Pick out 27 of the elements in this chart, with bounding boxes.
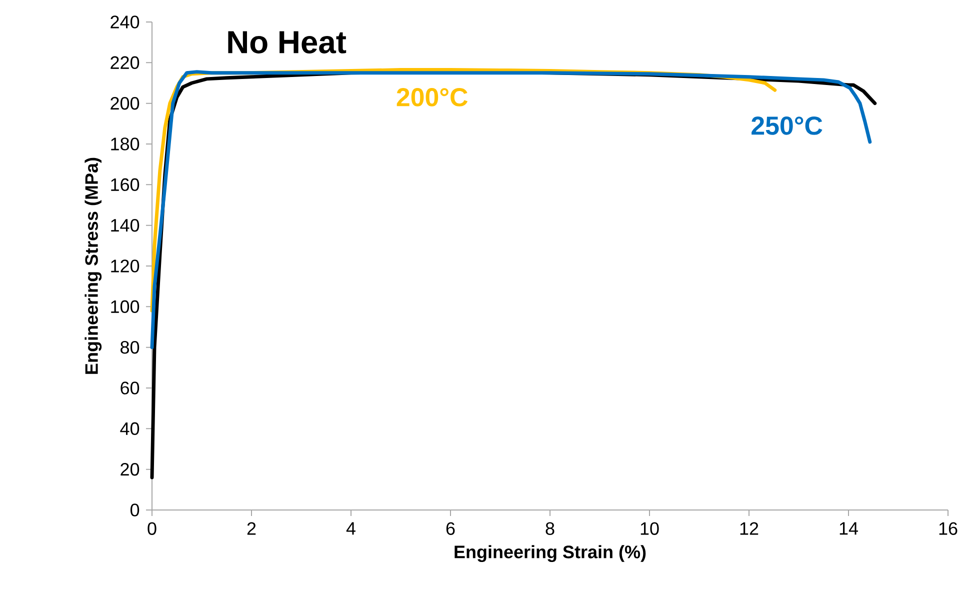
x-tick-label: 16: [939, 522, 958, 535]
x-tick-label: 10: [640, 522, 659, 535]
y-tick-label: 120: [111, 260, 140, 272]
x-tick-label: 14: [840, 522, 858, 535]
y-tick-label: 80: [120, 340, 140, 354]
x-tick-label: 0: [148, 522, 156, 535]
y-tick-label: 0: [130, 504, 140, 516]
x-axis-title: Engineering Strain (%): [454, 545, 646, 562]
x-tick-label: 2: [247, 522, 256, 535]
y-tick-label: 20: [120, 462, 140, 476]
y-tick-label: 160: [111, 178, 140, 192]
series-label: 200°C: [396, 88, 468, 106]
series-label: 250°C: [752, 116, 822, 135]
y-tick-label: 220: [110, 56, 140, 70]
y-tick-label: 140: [111, 218, 140, 232]
y-tick-label: 240: [110, 16, 140, 28]
y-tick-label: 100: [111, 300, 140, 314]
series-label: No Heat: [228, 31, 346, 54]
x-tick-label: 12: [740, 522, 758, 535]
x-tick-label: 6: [446, 522, 455, 535]
y-axis-title: Engineering Stress (MPa): [84, 158, 102, 374]
x-tick-label: 8: [546, 522, 554, 535]
y-tick-label: 40: [120, 422, 140, 436]
x-tick-label: 4: [346, 522, 356, 535]
y-tick-label: 180: [111, 138, 140, 150]
y-tick-label: 60: [120, 382, 140, 394]
y-tick-label: 200: [110, 96, 140, 110]
